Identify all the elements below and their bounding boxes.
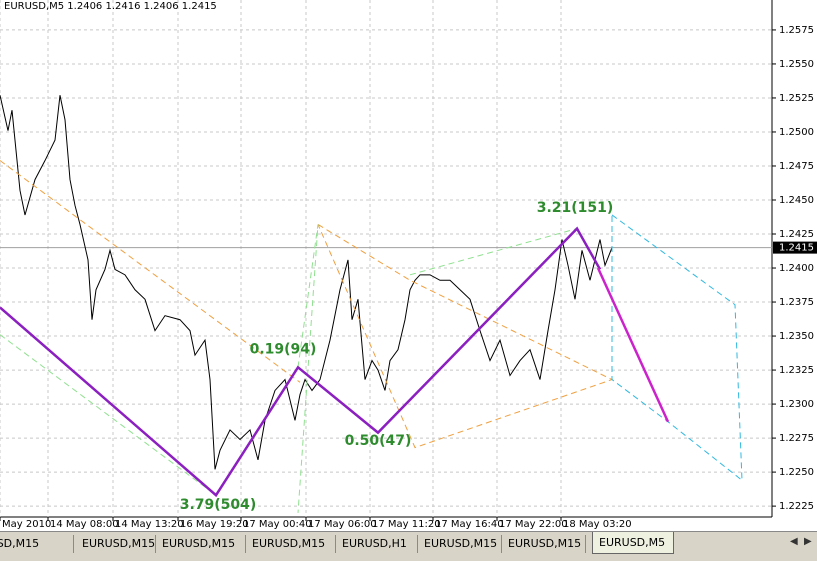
chart-tab[interactable]: EURUSD,M15 [0, 535, 74, 553]
y-tick-label: 1.2550 [779, 59, 814, 70]
channel-line [0, 160, 301, 383]
chart-tab[interactable]: EURUSD,M15 [156, 535, 246, 553]
last-price-label: 1.2415 [779, 243, 814, 254]
annotation: 3.79(504) [180, 497, 257, 513]
x-tick-label: 17 May 00:40 [243, 519, 312, 530]
channel-line [611, 214, 743, 482]
x-tick-label: 18 May 03:20 [563, 519, 632, 530]
y-tick-label: 1.2400 [779, 263, 814, 274]
y-tick-label: 1.2475 [779, 161, 814, 172]
x-tick-label: 14 May 08:00 [50, 519, 119, 530]
chart: 1.2225 1.2250 1.2275 1.2300 1.2325 1.2350 1.23… [0, 0, 817, 530]
zigzag-line [0, 226, 602, 498]
scroll-right[interactable]: ▶ [804, 536, 812, 547]
x-tick-label: 17 May 22:00 [499, 519, 568, 530]
x-tick-label: 17 May 11:20 [372, 519, 441, 530]
chart-tab[interactable]: EURUSD,M15 [418, 535, 502, 553]
x-tick-label: May 2010 [2, 519, 51, 530]
y-tick-label: 1.2525 [779, 93, 814, 104]
tab-bar: ◀ ▶ EURUSD,M15EURUSD,M15EURUSD,M15EURUSD… [0, 531, 817, 561]
channel-line [297, 224, 319, 513]
chart-tab[interactable]: EURUSD,H1 [336, 535, 418, 553]
y-tick-label: 1.2225 [779, 501, 814, 512]
last-price-box [773, 241, 817, 254]
annotation: 3.21(151) [537, 200, 614, 216]
y-tick-label: 1.2250 [779, 467, 814, 478]
chart-tab[interactable]: EURUSD,M15 [502, 535, 586, 553]
channel-line [409, 228, 578, 276]
annotation: 0.19(94) [250, 342, 317, 358]
channel-line [0, 334, 217, 496]
x-tick-label: 16 May 19:20 [180, 519, 249, 530]
y-tick-label: 1.2300 [779, 399, 814, 410]
chart-tab[interactable]: EURUSD,M15 [246, 535, 336, 553]
x-tick-label: 17 May 16:40 [435, 519, 504, 530]
chart-title: EURUSD,M5 1.2406 1.2416 1.2406 1.2415 [4, 1, 217, 12]
scroll-left[interactable]: ◀ [790, 536, 798, 547]
zigzag-line [596, 267, 670, 423]
chart-tab[interactable]: EURUSD,M5 [592, 532, 674, 554]
x-tick-label: 14 May 13:20 [115, 519, 184, 530]
y-tick-label: 1.2500 [779, 127, 814, 138]
y-tick-label: 1.2425 [779, 229, 814, 240]
price-line [0, 95, 613, 470]
y-tick-label: 1.2450 [779, 195, 814, 206]
y-tick-label: 1.2375 [779, 297, 814, 308]
y-tick-label: 1.2275 [779, 433, 814, 444]
y-tick-label: 1.2575 [779, 25, 814, 36]
x-tick-label: 17 May 06:00 [308, 519, 377, 530]
annotation: 0.50(47) [345, 433, 412, 449]
chart-tab[interactable]: EURUSD,M15 [76, 535, 156, 553]
y-tick-label: 1.2325 [779, 365, 814, 376]
y-tick-label: 1.2350 [779, 331, 814, 342]
